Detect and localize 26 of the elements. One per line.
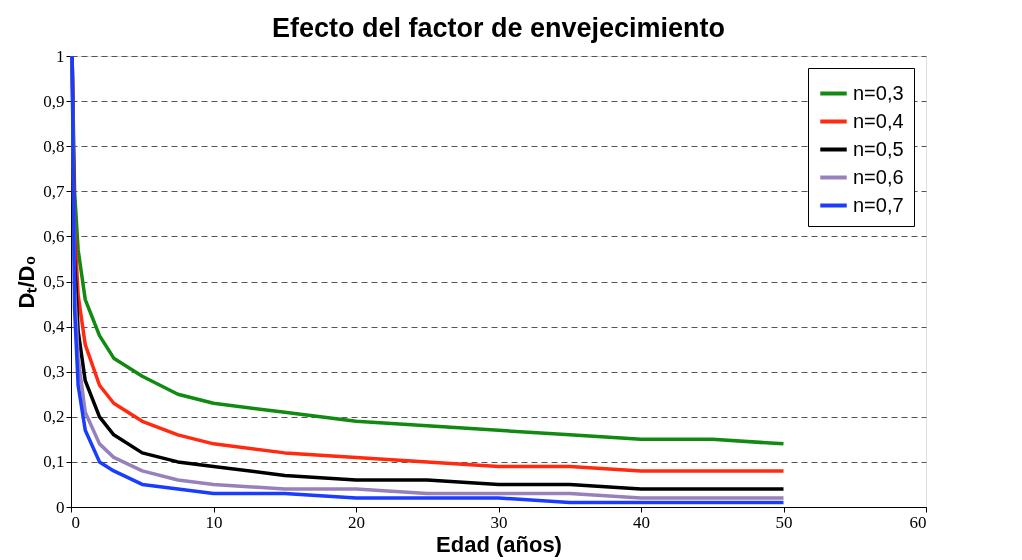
x-tick-label: 40 — [633, 512, 650, 532]
x-tick-label: 50 — [775, 512, 793, 532]
x-tick-label: 20 — [348, 512, 365, 532]
y-tick-label: 0,9 — [43, 91, 65, 111]
y-tick-label: 0,7 — [43, 181, 65, 201]
y-tick-label: 0,2 — [43, 407, 65, 427]
x-axis-title: Edad (años) — [436, 531, 562, 557]
legend-label: n=0,5 — [853, 137, 904, 160]
y-tick-label: 1 — [56, 46, 65, 66]
legend-label: n=0,3 — [853, 81, 904, 104]
legend-label: n=0,4 — [853, 109, 904, 132]
y-tick-label: 0,4 — [43, 317, 65, 337]
x-tick-label: 0 — [71, 512, 80, 532]
chart-title: Efecto del factor de envejecimiento — [271, 13, 726, 43]
legend-label: n=0,6 — [853, 165, 904, 188]
x-tick-label: 60 — [909, 512, 927, 532]
y-tick-label: 0,8 — [43, 136, 65, 156]
y-tick-label: 0,5 — [43, 272, 65, 291]
y-tick-label: 0,3 — [43, 362, 65, 382]
y-tick-label: 0,1 — [43, 452, 65, 472]
legend-label: n=0,7 — [853, 193, 904, 216]
x-tick-label: 10 — [205, 512, 223, 532]
y-tick-label: 0 — [56, 497, 65, 517]
y-axis-title: Dₜ/D₀ — [14, 255, 40, 309]
x-tick-label: 30 — [490, 512, 508, 532]
y-tick-label: 0,6 — [43, 226, 65, 246]
